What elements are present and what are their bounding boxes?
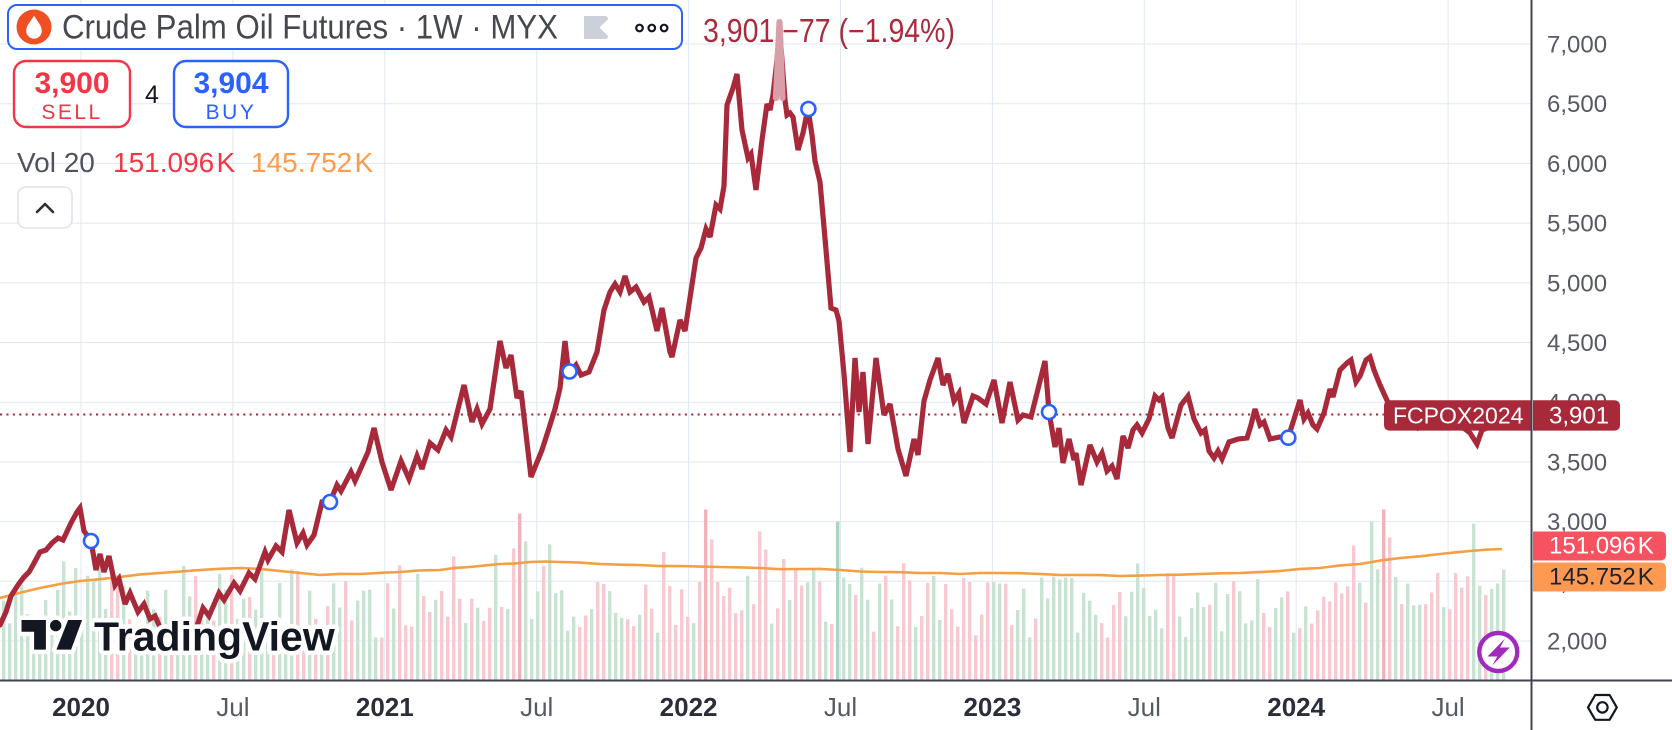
svg-text:Jul: Jul [1431,692,1464,722]
svg-text:Vol 20: Vol 20 [17,147,95,178]
svg-text:5,500: 5,500 [1547,211,1607,238]
svg-text:3,901 −77 (−1.94%): 3,901 −77 (−1.94%) [703,12,955,49]
svg-text:2024: 2024 [1267,692,1325,722]
svg-text:Jul: Jul [824,692,857,722]
svg-text:2021: 2021 [356,692,414,722]
svg-text:TradingView: TradingView [94,614,335,660]
svg-text:BUY: BUY [206,101,257,124]
svg-text:3,904: 3,904 [193,67,268,100]
svg-text:Jul: Jul [520,692,553,722]
svg-text:2020: 2020 [52,692,110,722]
svg-text:145.752 K: 145.752 K [1549,564,1654,591]
svg-text:5,000: 5,000 [1547,270,1607,297]
svg-text:FCPOX2024: FCPOX2024 [1393,403,1524,429]
svg-text:151.096 K: 151.096 K [1549,533,1654,560]
svg-text:Crude Palm Oil Futures · 1W ·: Crude Palm Oil Futures · 1W · MYX [62,9,558,47]
svg-text:7,000: 7,000 [1547,32,1607,59]
svg-text:4: 4 [145,81,159,109]
svg-text:Jul: Jul [1128,692,1161,722]
svg-text:4,500: 4,500 [1547,330,1607,357]
svg-text:Jul: Jul [216,692,249,722]
svg-text:151.096 K: 151.096 K [113,147,236,178]
svg-text:3,900: 3,900 [34,67,109,100]
svg-text:2022: 2022 [660,692,718,722]
svg-text:TradingView: TradingView [94,614,335,660]
svg-text:3,500: 3,500 [1547,449,1607,476]
svg-text:3,901: 3,901 [1549,403,1609,430]
svg-text:SELL: SELL [41,101,102,124]
svg-text:6,000: 6,000 [1547,151,1607,178]
svg-text:2,000: 2,000 [1547,629,1607,656]
svg-text:145.752 K: 145.752 K [251,147,374,178]
svg-text:2023: 2023 [963,692,1021,722]
svg-text:6,500: 6,500 [1547,91,1607,118]
